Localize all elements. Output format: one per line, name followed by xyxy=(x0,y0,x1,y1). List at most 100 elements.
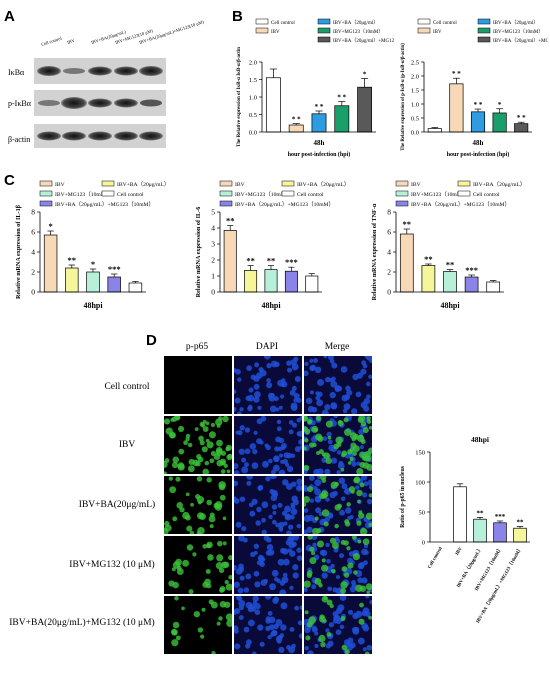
nucleus-dot xyxy=(249,443,257,450)
legend-swatch xyxy=(477,18,491,25)
nucleus-dot xyxy=(253,375,260,382)
nucleus-dot xyxy=(366,498,372,505)
legend-label: IBV+BA（20μg/ml） xyxy=(493,20,538,26)
nucleus-dot xyxy=(343,488,349,494)
p65-signal-dot xyxy=(304,426,309,432)
p65-signal-dot xyxy=(321,564,329,572)
nucleus-dot xyxy=(357,577,363,584)
p65-signal-dot xyxy=(210,601,218,609)
nucleus-dot xyxy=(258,484,264,491)
nucleus-dot xyxy=(334,385,341,392)
nucleus-dot xyxy=(315,496,322,503)
nucleus-dot xyxy=(342,408,348,414)
nucleus-dot xyxy=(328,622,335,628)
nucleus-dot xyxy=(304,361,309,367)
p65-signal-dot xyxy=(202,468,210,474)
bar xyxy=(311,113,327,133)
nucleus-dot xyxy=(234,470,240,474)
nucleus-dot xyxy=(289,389,296,396)
p65-signal-dot xyxy=(341,450,348,457)
nucleus-dot xyxy=(261,529,267,534)
nucleus-dot xyxy=(253,383,260,390)
bar xyxy=(473,518,487,543)
nucleus-dot xyxy=(252,449,258,455)
significance-mark: ** xyxy=(267,256,276,266)
legend-label: IBV+BA（20μg/ml） xyxy=(333,20,378,26)
nucleus-dot xyxy=(270,360,278,368)
nucleus-dot xyxy=(264,596,272,600)
y-tick-label: 3 xyxy=(211,240,215,249)
p65-signal-dot xyxy=(194,427,199,432)
p65-signal-dot xyxy=(201,446,208,453)
nucleus-dot xyxy=(253,570,260,577)
p65-signal-dot xyxy=(175,635,181,641)
panel-letter-b: B xyxy=(232,8,243,25)
p65-signal-dot xyxy=(307,418,313,425)
significance-mark: * xyxy=(48,221,52,231)
micrograph-p-p65 xyxy=(164,596,232,654)
legend-swatch xyxy=(457,180,471,187)
nucleus-dot xyxy=(366,381,371,387)
nucleus-dot xyxy=(329,391,336,399)
nucleus-dot xyxy=(294,446,301,453)
p65-signal-dot xyxy=(352,553,360,561)
p65-signal-dot xyxy=(318,449,324,455)
nucleus-dot xyxy=(289,626,295,632)
y-tick-label: 4 xyxy=(387,248,391,257)
nucleus-dot xyxy=(366,394,371,399)
nucleus-dot xyxy=(336,607,343,614)
nucleus-dot xyxy=(296,417,302,423)
micrograph-dapi xyxy=(234,356,302,414)
nucleus-dot xyxy=(284,462,290,467)
nucleus-dot xyxy=(238,599,246,607)
nucleus-dot xyxy=(267,611,273,616)
nucleus-dot xyxy=(333,615,340,622)
p65-signal-dot xyxy=(344,649,350,654)
p65-signal-dot xyxy=(337,503,342,509)
micrograph-row-label: IBV+BA(20μg/mL) xyxy=(78,500,156,510)
p65-signal-dot xyxy=(185,433,191,439)
p65-signal-dot xyxy=(196,476,203,482)
p65-signal-dot xyxy=(219,601,227,608)
x-axis-label: hour post-infection (hpi) xyxy=(288,151,351,158)
nucleus-dot xyxy=(295,484,302,492)
micrograph-background xyxy=(234,596,302,654)
y-tick-label: 1 xyxy=(211,272,215,281)
nucleus-dot xyxy=(254,603,261,610)
p65-signal-dot xyxy=(307,536,313,540)
nucleus-dot xyxy=(288,429,294,435)
nucleus-dot xyxy=(330,457,338,464)
nucleus-dot xyxy=(239,425,245,431)
micrograph-column-label: DAPI xyxy=(255,342,279,352)
nucleus-dot xyxy=(326,558,331,564)
nucleus-dot xyxy=(313,485,318,491)
y-tick-label: 0.0 xyxy=(249,130,257,137)
y-tick-label: 4 xyxy=(31,248,35,257)
y-tick-label: 1.0 xyxy=(249,95,257,102)
p65-signal-dot xyxy=(215,562,224,570)
micrograph-row-label: IBV+BA(20μg/mL)+MG132 (10 μM) xyxy=(9,618,155,628)
nucleus-dot xyxy=(263,578,268,583)
y-tick-label: 0.0 xyxy=(411,130,419,137)
nucleus-dot xyxy=(362,625,370,632)
nucleus-dot xyxy=(258,367,264,373)
nucleus-dot xyxy=(253,430,258,435)
y-axis-label: Relative mRNA expression of TNF-α xyxy=(371,203,378,300)
nucleus-dot xyxy=(235,596,242,601)
y-tick-label: 0 xyxy=(387,288,391,297)
micrograph-dapi xyxy=(234,476,302,534)
nucleus-dot xyxy=(325,497,330,502)
p65-signal-dot xyxy=(169,486,177,494)
y-axis-label: Relative mRNA expression of IL-6 xyxy=(195,207,202,298)
legend-swatch xyxy=(219,200,233,207)
y-tick-label: 1.0 xyxy=(411,102,419,109)
nucleus-dot xyxy=(360,476,368,481)
nucleus-dot xyxy=(324,468,331,474)
p65-signal-dot xyxy=(200,634,205,639)
nucleus-dot xyxy=(263,356,271,360)
nucleus-dot xyxy=(279,589,287,594)
nucleus-dot xyxy=(251,607,256,612)
nucleus-dot xyxy=(359,562,364,567)
nucleus-dot xyxy=(238,563,244,570)
nucleus-dot xyxy=(278,469,286,474)
